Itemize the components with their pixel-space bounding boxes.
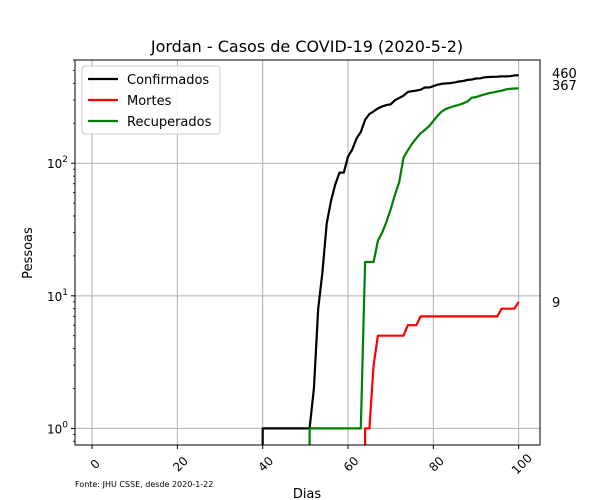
y-tick-exponent: 0: [62, 420, 68, 430]
legend-label: Recuperados: [127, 115, 212, 130]
y-tick-label: 101: [47, 288, 68, 304]
x-tick-label: 60: [341, 454, 362, 475]
end-label: 367: [552, 79, 577, 94]
x-tick-label: 40: [256, 454, 277, 475]
series-line-recuperados: [308, 87, 519, 445]
y-tick-exponent: 2: [62, 155, 68, 165]
legend-label: Confirmados: [127, 73, 209, 88]
series-line-confirmados: [261, 74, 519, 445]
chart-title: Jordan - Casos de COVID-19 (2020-5-2): [150, 37, 463, 56]
y-axis-label: Pessoas: [21, 227, 36, 279]
y-tick-base: 10: [47, 422, 62, 436]
y-tick-label: 100: [47, 420, 68, 436]
y-tick-base: 10: [47, 290, 62, 304]
end-label: 9: [552, 296, 560, 311]
y-tick-exponent: 1: [62, 288, 68, 298]
series-layer: [261, 74, 520, 445]
x-tick-label: 0: [88, 457, 103, 472]
x-tick-label: 80: [426, 454, 447, 475]
y-tick-base: 10: [47, 157, 62, 171]
end-label: 460: [552, 67, 577, 82]
series-line-mortes: [364, 301, 520, 445]
legend-box: [81, 65, 221, 135]
x-tick-label: 20: [170, 454, 191, 475]
legend-label: Mortes: [127, 94, 172, 109]
plot-frame: [74, 59, 541, 446]
legend: Confirmados Mortes Recuperados: [81, 65, 221, 135]
source-note: Fonte: JHU CSSE, desde 2020-1-22: [75, 480, 213, 489]
y-tick-label: 102: [47, 155, 68, 171]
x-axis-label: Dias: [293, 487, 322, 500]
x-tick-label: 100: [509, 451, 535, 477]
